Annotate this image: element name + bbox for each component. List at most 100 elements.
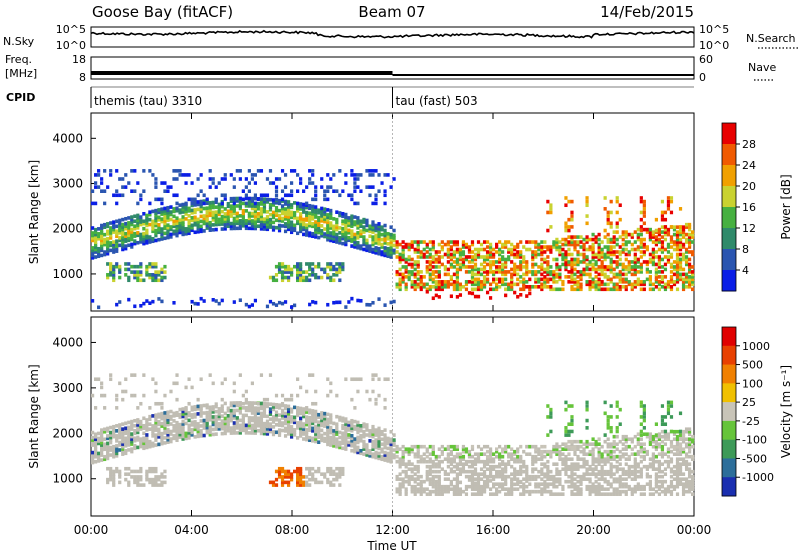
- velocity-cell: [501, 447, 504, 451]
- velocity-cell: [495, 487, 498, 491]
- velocity-cell: [417, 487, 420, 491]
- velocity-cell: [486, 475, 489, 479]
- velocity-cell: [513, 482, 516, 486]
- velocity-cell: [305, 390, 308, 394]
- power-cell: [631, 248, 634, 252]
- velocity-cell: [456, 452, 459, 456]
- velocity-cell: [408, 460, 411, 464]
- velocity-cell: [365, 390, 368, 394]
- velocity-cell: [492, 482, 495, 486]
- velocity-cell: [169, 415, 172, 419]
- power-cell: [573, 258, 576, 262]
- power-cell: [429, 248, 432, 252]
- power-cell: [546, 211, 549, 215]
- power-cell: [181, 203, 184, 207]
- velocity-cell: [221, 419, 224, 423]
- power-cell: [631, 273, 634, 277]
- power-cell: [374, 202, 377, 206]
- power-cell: [100, 177, 103, 181]
- power-cell: [200, 189, 203, 193]
- power-cell: [619, 258, 622, 262]
- power-cell: [420, 250, 423, 254]
- power-cell: [353, 177, 356, 181]
- power-cell: [269, 218, 272, 222]
- power-cell: [456, 258, 459, 262]
- power-cell: [543, 250, 546, 254]
- power-cell: [112, 240, 115, 244]
- power-cell: [335, 301, 338, 305]
- velocity-cell: [543, 445, 546, 449]
- power-cell: [453, 265, 456, 269]
- velocity-cell: [353, 437, 356, 441]
- velocity-cell: [284, 404, 287, 408]
- power-cell: [218, 218, 221, 222]
- power-cell: [685, 233, 688, 237]
- power-cell: [598, 265, 601, 269]
- power-cell: [664, 275, 667, 279]
- velocity-cell: [127, 421, 130, 425]
- velocity-cell: [516, 447, 519, 451]
- power-cell: [396, 255, 399, 259]
- velocity-cell: [233, 401, 236, 405]
- power-cell: [631, 243, 634, 247]
- power-cell: [272, 226, 275, 230]
- velocity-cell: [576, 445, 579, 449]
- power-cell: [453, 260, 456, 264]
- power-cell: [567, 270, 570, 274]
- power-cell: [625, 258, 628, 262]
- power-cell: [661, 211, 664, 215]
- velocity-cell: [423, 457, 426, 461]
- velocity-cell: [486, 455, 489, 459]
- velocity-cell: [227, 406, 230, 410]
- power-cell: [233, 177, 236, 181]
- velocity-cell: [97, 377, 100, 381]
- power-cell: [405, 265, 408, 269]
- power-cell: [332, 217, 335, 221]
- velocity-cell: [610, 492, 613, 496]
- velocity-cell: [396, 455, 399, 459]
- power-cell: [389, 185, 392, 189]
- power-cell: [483, 240, 486, 244]
- velocity-cell: [254, 401, 257, 405]
- power-cell: [610, 200, 613, 204]
- power-cell: [549, 278, 552, 282]
- power-cell: [233, 217, 236, 221]
- power-cell: [335, 218, 338, 222]
- power-cell: [172, 169, 175, 173]
- power-cell: [100, 224, 103, 228]
- power-cell: [549, 211, 552, 215]
- velocity-cell: [308, 436, 311, 440]
- velocity-cell: [519, 445, 522, 449]
- power-cell: [139, 198, 142, 202]
- power-cell: [564, 196, 567, 200]
- power-cell: [525, 240, 528, 244]
- velocity-cell: [549, 430, 552, 434]
- power-cell: [450, 263, 453, 267]
- velocity-cell: [320, 411, 323, 415]
- power-cell: [564, 221, 567, 225]
- velocity-cell: [269, 422, 272, 426]
- power-cell: [190, 181, 193, 185]
- power-cell: [423, 240, 426, 244]
- velocity-cell: [203, 411, 206, 415]
- power-cell: [628, 250, 631, 254]
- power-cell: [287, 265, 290, 269]
- power-cell: [393, 249, 396, 253]
- power-cell: [224, 173, 227, 177]
- velocity-cell: [441, 460, 444, 464]
- power-cell: [417, 270, 420, 274]
- power-cell: [200, 225, 203, 229]
- power-cell: [393, 229, 396, 233]
- velocity-cell: [432, 490, 435, 494]
- velocity-cell: [284, 412, 287, 416]
- velocity-cell: [585, 419, 588, 423]
- power-cell: [365, 229, 368, 233]
- power-cell: [368, 234, 371, 238]
- velocity-cell: [272, 415, 275, 419]
- power-cell: [239, 298, 242, 302]
- velocity-cell: [516, 487, 519, 491]
- velocity-cell: [489, 465, 492, 469]
- velocity-cell: [260, 402, 263, 406]
- power-cell: [585, 214, 588, 218]
- power-cell: [350, 229, 353, 233]
